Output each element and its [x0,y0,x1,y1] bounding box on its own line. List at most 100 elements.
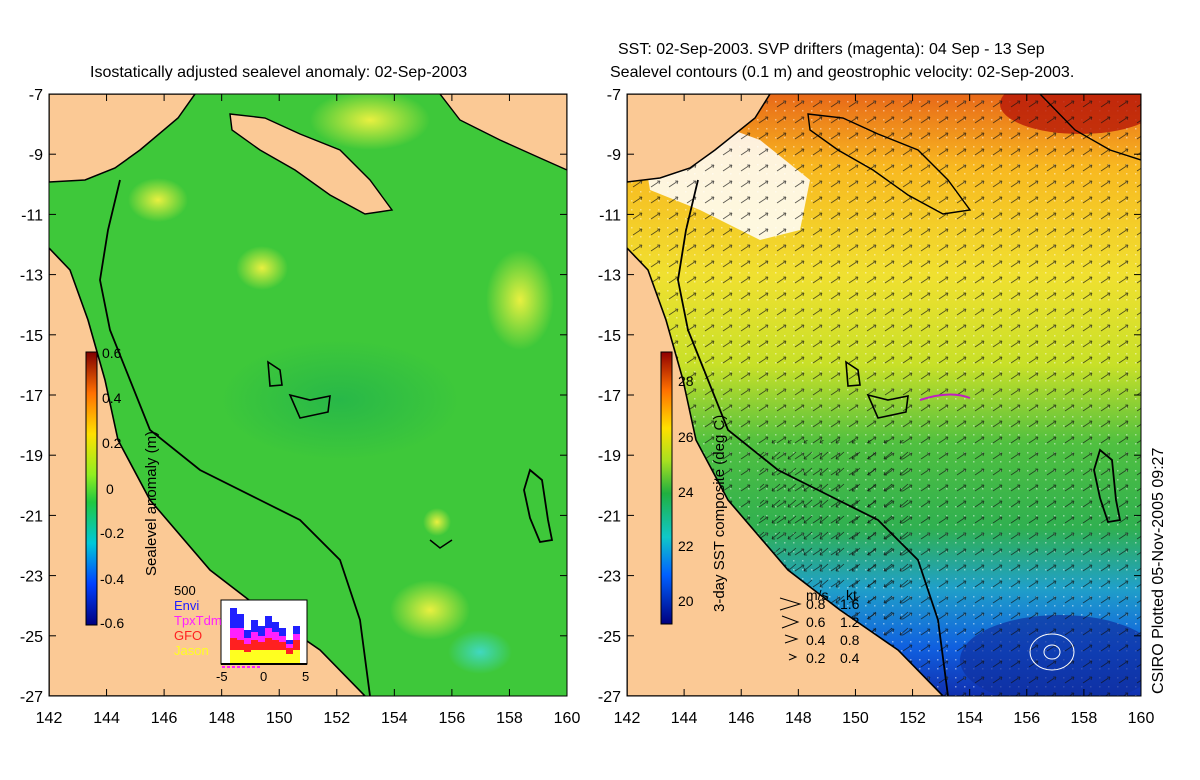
louisiade-islands [807,113,972,215]
bathymetry-contour [99,179,371,696]
left-lon-label: 160 [554,710,581,727]
right-lat-label: -7 [607,87,621,104]
left-lat-label: -19 [20,448,43,465]
sla-tick: 0.2 [102,435,122,451]
sst-colorbar-ticks: 28 26 24 22 20 [678,373,694,609]
satellite-coverage-inset: 500 Envi TpxTdm GFO Jason -5 0 5 [174,583,309,684]
right-lat-label: -11 [599,207,621,224]
left-lon-label: 152 [323,710,350,727]
sla-colorbar [85,351,98,626]
reef [429,539,453,549]
sealevel-anomaly-map [49,94,567,696]
right-lat-label: -19 [598,448,621,465]
right-lon-label: 142 [614,710,641,727]
reef [845,360,861,387]
left-lon-label: 148 [208,710,235,727]
left-lat-label: -17 [20,388,43,405]
right-lon-label: 152 [899,710,926,727]
sla-tick: -0.6 [100,615,124,631]
left-lat-label: -25 [20,629,43,646]
left-lat-label: -7 [29,87,43,104]
sst-velocity-map [627,94,1141,696]
solomon-islands [1039,94,1141,161]
legend-envi: Envi [174,598,199,613]
sla-tick: -0.2 [100,525,124,541]
velocity-kt: 1.6 [840,596,860,612]
map-axes: -7 -9 -11 -13 -15 -17 -19 -21 -23 -25 -27 142 144 146… [20,87,1155,727]
reef [288,393,331,419]
velocity-ms: 0.4 [806,632,826,648]
right-lon-label: 146 [728,710,755,727]
right-map-title-line2: Sealevel contours (0.1 m) and geostrophi… [610,64,1075,81]
left-lat-label: -21 [20,508,43,525]
right-lon-label: 148 [785,710,812,727]
velocity-unit-ms: m/s [806,587,829,603]
new-caledonia-reef [523,468,554,544]
left-lon-label: 142 [36,710,63,727]
reef [866,393,909,419]
bathymetry-contour [677,179,949,696]
sst-tick: 20 [678,593,694,609]
right-lon-label: 150 [842,710,869,727]
right-lat-label: -9 [607,147,621,164]
sst-colorbar [660,351,673,625]
australia-land [627,246,945,696]
sst-colorbar-label: 3-day SST composite (deg C) [711,415,728,612]
sla-colorbar-ticks: 0.6 0.4 0.2 0 -0.2 -0.4 -0.6 [100,345,124,631]
left-lon-label: 156 [439,710,466,727]
right-lat-label: -25 [598,629,621,646]
left-map-title: Isostatically adjusted sealevel anomaly:… [90,64,468,81]
sla-tick: 0.4 [102,390,122,406]
left-lat-label: -15 [20,328,43,345]
new-caledonia-reef [1093,448,1122,524]
right-lat-label: -15 [598,328,621,345]
sst-tick: 22 [678,538,694,554]
anomaly-high [486,250,554,350]
inset-xtick: -5 [216,669,228,684]
left-lon-label: 150 [266,710,293,727]
left-lon-label: 146 [151,710,178,727]
solomon-islands [439,94,567,171]
anomaly-high [310,94,430,150]
right-lat-label: -21 [598,508,621,525]
velocity-ms: 0.6 [806,614,826,630]
australia-land [49,246,367,696]
legend-jason: Jason [174,643,209,658]
right-lon-label: 144 [671,710,698,727]
anomaly-high [236,246,288,290]
sst-tick: 28 [678,373,694,389]
legend-tpxtdm: TpxTdm [174,613,222,628]
velocity-ms: 0.2 [806,650,826,666]
left-lat-label: -27 [20,689,43,706]
right-lon-label: 160 [1128,710,1155,727]
anomaly-high [128,178,188,222]
inset-xtick: 5 [302,669,309,684]
anomaly-high [390,580,470,640]
velocity-kt: 0.4 [840,650,860,666]
anomaly-low [220,340,460,460]
new-guinea-land [49,94,196,183]
svp-drifter-track [919,393,971,401]
louisiade-islands [229,113,394,215]
left-lon-label: 158 [496,710,523,727]
left-lon-label: 144 [93,710,120,727]
sealevel-contour [1029,633,1075,671]
left-lat-label: -11 [21,207,43,224]
legend-gfo: GFO [174,628,202,643]
credit-text: CSIRO Plotted 05-Nov-2005 09:27 [1150,448,1167,694]
velocity-kt: 0.8 [840,632,860,648]
left-lat-label: -9 [29,147,43,164]
left-lat-label: -23 [20,569,43,586]
anomaly-high [423,508,451,536]
right-lon-label: 158 [1071,710,1098,727]
reef [267,360,283,387]
inset-xtick: 0 [260,669,267,684]
velocity-unit-kt: kt [846,587,857,603]
sla-colorbar-label: Sealevel anomaly (m) [143,431,160,576]
velocity-ms: 0.8 [806,596,826,612]
inset-max-label: 500 [174,583,196,598]
sla-tick: 0 [106,481,114,497]
velocity-legend: m/s kt 0.8 1.6 0.6 1.2 0.4 0.8 0.2 0.4 [779,587,860,666]
sealevel-contour [1043,644,1061,660]
anomaly-low [448,630,512,674]
